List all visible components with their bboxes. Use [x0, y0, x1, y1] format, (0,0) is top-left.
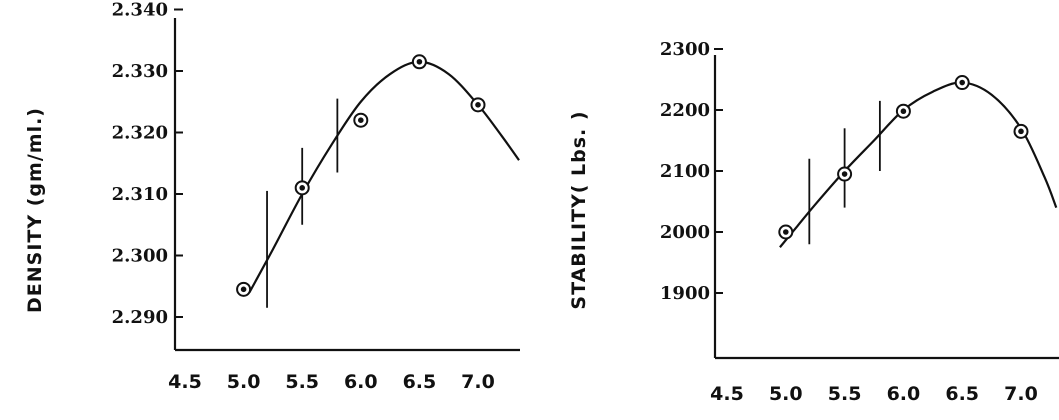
density-y-tick-label: 2.300: [112, 246, 168, 267]
density-x-tick-label: 4.5: [168, 371, 202, 393]
density-x-tick-label: 6.0: [344, 371, 378, 393]
density-data-point-center: [358, 117, 364, 123]
stability-x-tick-label: 4.5: [710, 383, 744, 405]
density-y-axis-label-wrap: DENSITY (gm/ml.): [10, 0, 60, 420]
stability-y-tick-label: 2000: [660, 222, 710, 243]
stability-data-point-center: [959, 79, 965, 86]
stability-chart-panel: STABILITY( Lbs. ) 1900 2000 2100 2200 2300 4.…: [560, 0, 1059, 420]
stability-x-tick-label: 5.5: [828, 383, 862, 405]
stability-y-tick-label: 2200: [660, 100, 710, 121]
stability-x-tick-label: 7.0: [1004, 383, 1038, 405]
density-x-tick-label: 5.5: [285, 371, 319, 393]
stability-fitted-curve: [779, 81, 1058, 248]
density-y-tick-label: 2.340: [112, 0, 168, 21]
stability-y-tick-label: 2300: [660, 39, 710, 60]
density-y-axis-label: DENSITY (gm/ml.): [24, 107, 46, 313]
stability-y-axis-label-wrap: STABILITY( Lbs. ): [554, 0, 604, 420]
stability-data-point-center: [783, 229, 789, 235]
density-y-tick-label: 2.290: [112, 307, 168, 328]
density-data-point-center: [299, 185, 306, 191]
stability-y-tick-label: 1900: [660, 283, 710, 304]
stability-chart: 1900 2000 2100 2200 2300 4.5 5.0 5.5 6.0 6.5 7.0: [660, 39, 1059, 405]
density-y-tick-label: 2.310: [112, 184, 168, 205]
stability-data-point-center: [900, 108, 907, 115]
stability-y-tick-label: 2100: [660, 161, 710, 182]
density-data-point-center: [416, 58, 423, 65]
density-x-tick-label: 5.0: [227, 371, 261, 393]
stability-x-tick-label: 6.5: [945, 383, 979, 405]
stability-y-axis-label: STABILITY( Lbs. ): [568, 110, 590, 310]
density-data-point-center: [240, 286, 247, 293]
stability-x-tick-label: 5.0: [769, 383, 803, 405]
stability-data-point-center: [1018, 128, 1024, 135]
density-fitted-curve: [248, 60, 520, 293]
density-x-tick-label: 6.5: [403, 371, 437, 393]
density-y-tick-label: 2.330: [112, 61, 168, 82]
stability-data-point-center: [841, 171, 848, 177]
density-chart-panel: DENSITY (gm/ml.) 2.290 2.300 2.310 2.320 2.3…: [10, 0, 520, 420]
stability-x-tick-label: 6.0: [887, 383, 921, 405]
density-y-tick-label: 2.320: [112, 123, 168, 144]
density-data-point-center: [475, 102, 481, 108]
density-x-tick-label: 7.0: [461, 371, 495, 393]
density-chart: 2.290 2.300 2.310 2.320 2.330 2.340 4.5 5.0 5.5 6…: [112, 0, 520, 393]
